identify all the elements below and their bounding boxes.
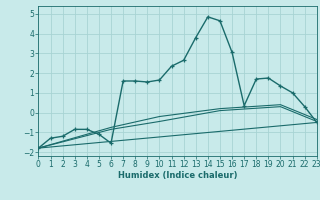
- X-axis label: Humidex (Indice chaleur): Humidex (Indice chaleur): [118, 171, 237, 180]
